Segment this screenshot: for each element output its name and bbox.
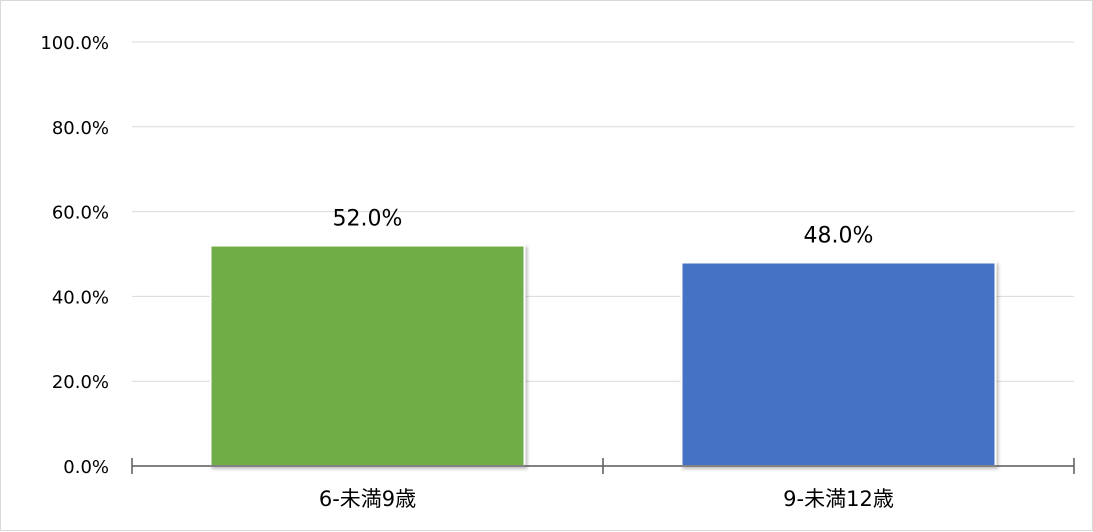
y-tick-label: 100.0% — [40, 33, 109, 54]
labels: 0.0% 20.0% 40.0% 60.0% 80.0% 100.0% 52.0% 6-未満9… — [40, 33, 893, 511]
y-tick-label: 0.0% — [63, 457, 109, 478]
bar — [680, 261, 997, 468]
bars — [209, 244, 997, 468]
x-axis — [131, 458, 1075, 474]
y-tick-label: 40.0% — [52, 287, 109, 308]
y-tick-label: 80.0% — [52, 118, 109, 139]
bar — [209, 244, 526, 467]
y-tick-label: 60.0% — [52, 203, 109, 224]
x-tick-label: 6-未満9歳 — [319, 487, 416, 511]
x-tick-label: 9-未満12歳 — [783, 487, 894, 511]
data-label: 52.0% — [333, 207, 403, 232]
y-tick-label: 20.0% — [52, 372, 109, 393]
data-label: 48.0% — [804, 223, 874, 248]
